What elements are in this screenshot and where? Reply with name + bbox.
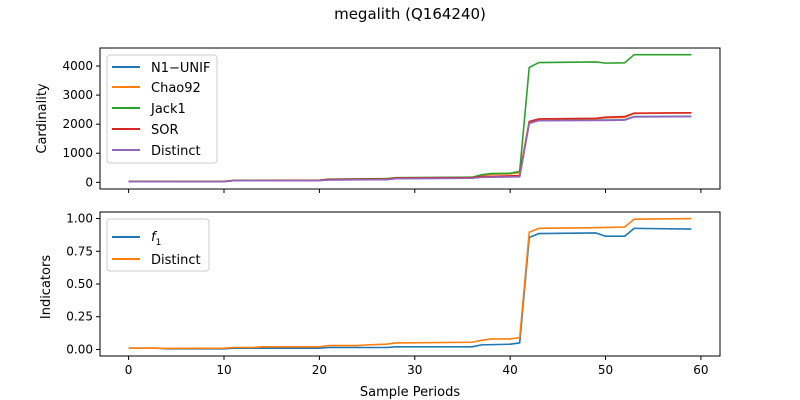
cardinality-y-label: Cardinality [35, 83, 50, 154]
y-tick-label: 1000 [62, 146, 93, 160]
y-tick-label: 0.75 [66, 244, 93, 258]
y-tick-label: 1.00 [66, 212, 93, 226]
cardinality-legend: N1−UNIF Chao92 Jack1 SOR Distinct [106, 54, 218, 164]
cardinality-plot-frame [99, 47, 721, 190]
indicators-series-lines [128, 217, 692, 350]
legend-label-sor: SOR [151, 123, 179, 138]
series-line-distinct [128, 115, 692, 183]
x-tick-label: 40 [503, 363, 518, 377]
x-axis-label: Sample Periods [360, 385, 460, 400]
legend-label-n1-unif: N1−UNIF [151, 61, 210, 76]
x-tick-label: 60 [693, 363, 708, 377]
legend-entry-f1: f1 [112, 230, 161, 248]
indicators-y-ticks: 0.00 0.25 0.50 0.75 1.00 [66, 212, 100, 356]
cardinality-series-lines [128, 53, 692, 183]
cardinality-legend-box [106, 54, 218, 164]
indicators-x-ticks: 0 10 20 30 40 50 60 [125, 356, 709, 377]
x-tick-label: 0 [125, 363, 133, 377]
legend-label-chao92: Chao92 [151, 81, 201, 96]
figure-title: megalith (Q164240) [334, 5, 486, 23]
legend-label-distinct-indicator: Distinct [151, 253, 201, 268]
y-tick-label: 0 [85, 175, 93, 189]
x-tick-label: 50 [598, 363, 613, 377]
series-line-f1 [128, 227, 692, 350]
cardinality-y-ticks: 0 1000 2000 3000 4000 [62, 59, 100, 189]
cardinality-x-ticks [128, 189, 702, 193]
legend-label-distinct: Distinct [151, 144, 201, 159]
cardinality-subplot: 0 1000 2000 3000 4000 Cardinality N1−UNIF Ch… [35, 47, 721, 193]
legend-entry-distinct: Distinct [112, 144, 201, 159]
y-tick-label: 0.50 [66, 277, 93, 291]
y-tick-label: 3000 [62, 88, 93, 102]
indicators-legend: f1 Distinct [106, 218, 210, 272]
x-tick-label: 20 [312, 363, 327, 377]
legend-label-jack1: Jack1 [150, 102, 186, 117]
x-tick-label: 30 [407, 363, 422, 377]
y-tick-label: 4000 [62, 59, 93, 73]
x-tick-label: 10 [216, 363, 231, 377]
legend-entry-jack1: Jack1 [112, 102, 186, 117]
legend-entry-chao92: Chao92 [112, 81, 201, 96]
indicators-y-label: Indicators [39, 255, 54, 319]
legend-label-f1-subscript: 1 [156, 238, 162, 248]
y-tick-label: 0.00 [66, 342, 93, 356]
legend-entry-sor: SOR [112, 123, 179, 138]
legend-entry-distinct-indicator: Distinct [112, 253, 201, 268]
y-tick-label: 2000 [62, 117, 93, 131]
legend-label-f1-base: f [151, 230, 158, 245]
legend-entry-n1-unif: N1−UNIF [112, 61, 210, 76]
indicators-subplot: 0 10 20 30 40 50 60 0.00 0.25 0.50 0.75 1.00 Indic… [39, 211, 721, 400]
legend-label-f1: f1 [151, 230, 161, 248]
y-tick-label: 0.25 [66, 310, 93, 324]
series-line-distinct [128, 217, 692, 350]
